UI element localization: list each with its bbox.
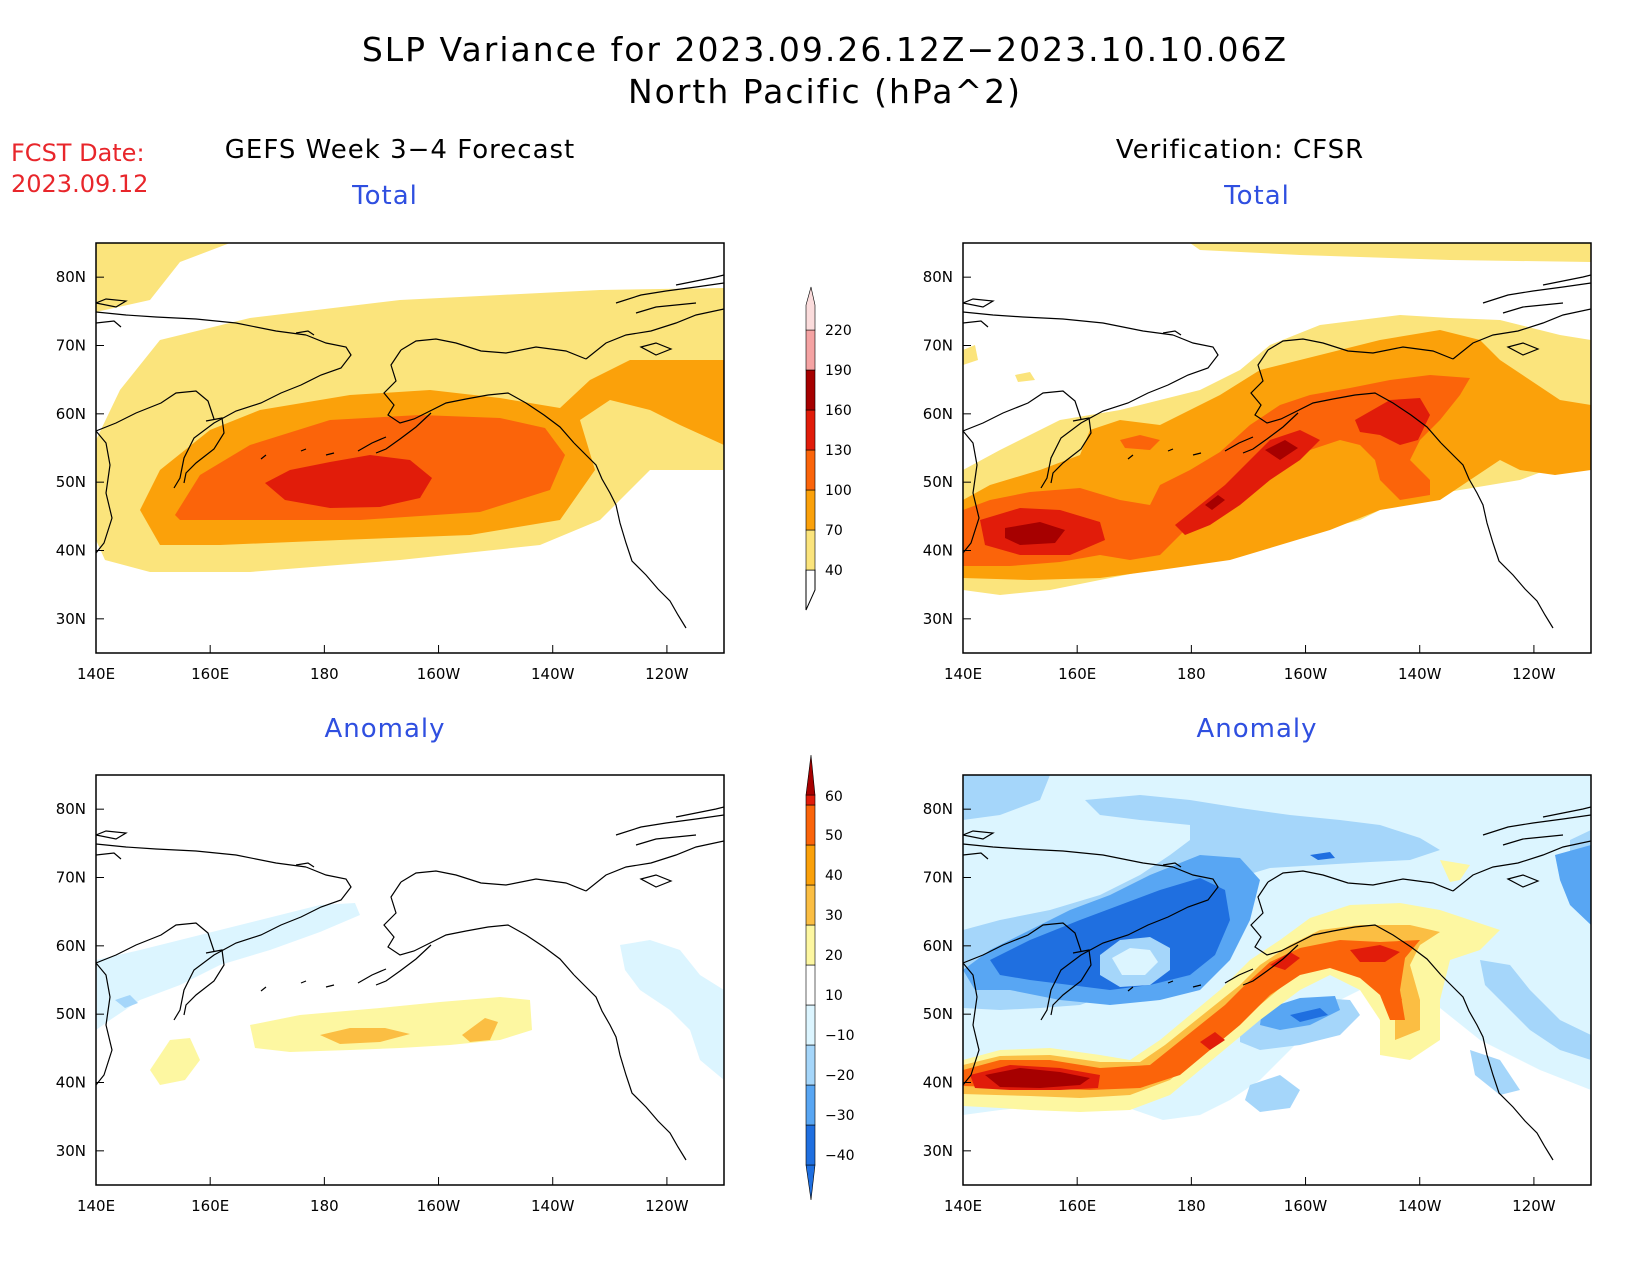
colorbar-anomaly-label-40: 40 [825,868,843,884]
colorbar-total: 40 70 100 130 160 190 220 [805,286,852,611]
lon-tick-label-forecast-total: 140E [77,665,115,683]
colorbar-anomaly-label-10: 10 [825,988,843,1004]
lon-tick-label-verification-anomaly: 140W [1398,1197,1442,1215]
lat-tick-label-forecast-anomaly: 50N [56,1005,86,1023]
lat-tick-label-forecast-anomaly: 40N [56,1074,86,1092]
map-forecast-total [96,243,724,653]
lon-tick-label-verification-total: 140W [1398,665,1442,683]
lon-tick-label-forecast-total: 140W [531,665,575,683]
panel-title-verification-anomaly: Anomaly [1196,714,1318,744]
lat-tick-label-verification-total: 60N [923,405,953,423]
lon-tick-label-verification-total: 120W [1512,665,1556,683]
lon-tick-label-forecast-anomaly: 160W [417,1197,461,1215]
colorbar-anomaly-label-minus40: −40 [825,1148,855,1164]
lon-tick-label-verification-anomaly: 140E [944,1197,982,1215]
colorbar-total-label-220: 220 [825,323,852,339]
lon-tick-label-forecast-anomaly: 120W [645,1197,689,1215]
lat-tick-label-forecast-total: 70N [56,337,86,355]
lon-tick-label-forecast-total: 160W [417,665,461,683]
colorbar-anomaly-label-60: 60 [825,789,843,805]
lat-tick-label-forecast-total: 80N [56,268,86,286]
lon-tick-label-forecast-anomaly: 140W [531,1197,575,1215]
panel-title-forecast-anomaly: Anomaly [324,714,446,744]
panel-title-forecast-total: Total [352,181,418,211]
lat-tick-label-forecast-anomaly: 30N [56,1142,86,1160]
lat-tick-label-verification-anomaly: 30N [923,1142,953,1160]
lat-tick-label-forecast-total: 50N [56,473,86,491]
colorbar-anomaly: 60 50 40 30 20 10 −10 −20 −30 −40 [805,754,855,1201]
lon-tick-label-verification-total: 140E [944,665,982,683]
lon-tick-label-verification-anomaly: 160W [1284,1197,1328,1215]
lat-tick-label-forecast-total: 40N [56,542,86,560]
lon-tick-label-forecast-total: 180 [310,665,339,683]
lon-tick-label-verification-total: 160E [1058,665,1096,683]
forecast-date-label: FCST Date: [11,139,145,167]
main-title: SLP Variance for 2023.09.26.12Z−2023.10.… [361,30,1289,69]
lon-tick-label-verification-anomaly: 120W [1512,1197,1556,1215]
lon-tick-label-forecast-total: 160E [191,665,229,683]
map-forecast-anomaly [96,775,724,1185]
colorbar-anomaly-label-minus10: −10 [825,1028,855,1044]
colorbar-total-label-190: 190 [825,363,852,379]
lat-tick-label-forecast-anomaly: 60N [56,937,86,955]
lat-tick-label-verification-anomaly: 70N [923,869,953,887]
colorbar-anomaly-label-30: 30 [825,908,843,924]
colorbar-anomaly-label-50: 50 [825,828,843,844]
colorbar-total-label-130: 130 [825,443,852,459]
column-title-verification: Verification: CFSR [1115,135,1365,165]
lon-tick-label-forecast-anomaly: 180 [310,1197,339,1215]
lat-tick-label-forecast-anomaly: 80N [56,800,86,818]
lat-tick-label-verification-total: 50N [923,473,953,491]
colorbar-total-label-160: 160 [825,403,852,419]
colorbar-total-label-70: 70 [825,523,843,539]
lon-tick-label-forecast-total: 120W [645,665,689,683]
column-title-forecast: GEFS Week 3−4 Forecast [224,135,576,165]
map-verification-anomaly [963,775,1591,1185]
forecast-date: FCST Date: 2023.09.12 [11,138,148,200]
lat-tick-label-forecast-total: 60N [56,405,86,423]
axis-ticks: 140E 160E 180 160W 140W 120W 80N 70N 60N 50N 40N 30… [56,268,1556,1215]
map-verification-total [963,243,1591,653]
lat-tick-label-verification-total: 40N [923,542,953,560]
lat-tick-label-forecast-total: 30N [56,610,86,628]
forecast-date-value: 2023.09.12 [11,170,149,198]
panel-title-verification-total: Total [1224,181,1290,211]
lat-tick-label-verification-anomaly: 80N [923,800,953,818]
lat-tick-label-verification-anomaly: 40N [923,1074,953,1092]
lat-tick-label-verification-total: 80N [923,268,953,286]
colorbar-total-label-40: 40 [825,563,843,579]
colorbar-anomaly-label-minus20: −20 [825,1068,855,1084]
colorbar-total-label-100: 100 [825,483,852,499]
lat-tick-label-verification-total: 30N [923,610,953,628]
lat-tick-label-verification-total: 70N [923,337,953,355]
lat-tick-label-verification-anomaly: 50N [923,1005,953,1023]
lon-tick-label-verification-total: 180 [1177,665,1206,683]
colorbar-anomaly-label-minus30: −30 [825,1108,855,1124]
lon-tick-label-verification-anomaly: 180 [1177,1197,1206,1215]
main-subtitle: North Pacific (hPa^2) [627,72,1023,111]
colorbar-anomaly-label-20: 20 [825,948,843,964]
lon-tick-label-verification-total: 160W [1284,665,1328,683]
lon-tick-label-forecast-anomaly: 140E [77,1197,115,1215]
lat-tick-label-verification-anomaly: 60N [923,937,953,955]
lon-tick-label-verification-anomaly: 160E [1058,1197,1096,1215]
lon-tick-label-forecast-anomaly: 160E [191,1197,229,1215]
lat-tick-label-forecast-anomaly: 70N [56,869,86,887]
